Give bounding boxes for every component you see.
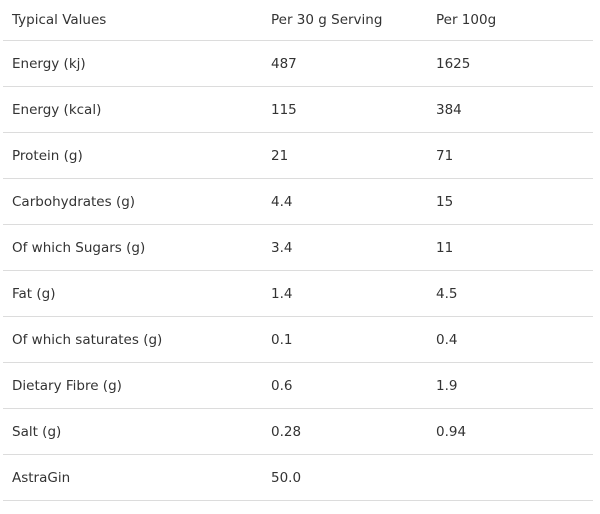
header-cell: Per 100g (427, 0, 593, 41)
header-cell: Typical Values (3, 0, 262, 41)
cell: Fat (g) (3, 270, 262, 317)
table-row: AstraGin 50.0 (3, 454, 593, 501)
cell: 0.4 (427, 316, 593, 363)
cell: 50.0 (262, 454, 427, 501)
nutrition-table: Typical Values Per 30 g Serving Per 100g En… (3, 0, 593, 501)
cell: 71 (427, 132, 593, 179)
table-row: Carbohydrates (g) 4.4 15 (3, 178, 593, 225)
table-row: Of which saturates (g) 0.1 0.4 (3, 316, 593, 363)
table-body: Typical Values Per 30 g Serving Per 100g En… (3, 0, 593, 501)
cell: 15 (427, 178, 593, 225)
cell: Protein (g) (3, 132, 262, 179)
cell (427, 454, 593, 501)
table-row: Protein (g) 21 71 (3, 132, 593, 179)
cell: Of which saturates (g) (3, 316, 262, 363)
cell: 1.9 (427, 362, 593, 409)
table-row: Salt (g) 0.28 0.94 (3, 408, 593, 455)
table-row: Energy (kj) 487 1625 (3, 40, 593, 87)
header-row: Typical Values Per 30 g Serving Per 100g (3, 0, 593, 41)
cell: 0.94 (427, 408, 593, 455)
cell: 0.28 (262, 408, 427, 455)
table-row: Fat (g) 1.4 4.5 (3, 270, 593, 317)
cell: Dietary Fibre (g) (3, 362, 262, 409)
header-cell: Per 30 g Serving (262, 0, 427, 41)
cell: Energy (kcal) (3, 86, 262, 133)
cell: Carbohydrates (g) (3, 178, 262, 225)
cell: 3.4 (262, 224, 427, 271)
table-row: Of which Sugars (g) 3.4 11 (3, 224, 593, 271)
cell: 1625 (427, 40, 593, 87)
cell: 0.6 (262, 362, 427, 409)
table-row: Dietary Fibre (g) 0.6 1.9 (3, 362, 593, 409)
cell: Of which Sugars (g) (3, 224, 262, 271)
cell: 384 (427, 86, 593, 133)
table-row: Energy (kcal) 115 384 (3, 86, 593, 133)
cell: 4.5 (427, 270, 593, 317)
cell: 0.1 (262, 316, 427, 363)
cell: 21 (262, 132, 427, 179)
cell: AstraGin (3, 454, 262, 501)
cell: 4.4 (262, 178, 427, 225)
cell: Salt (g) (3, 408, 262, 455)
cell: 11 (427, 224, 593, 271)
cell: Energy (kj) (3, 40, 262, 87)
cell: 487 (262, 40, 427, 87)
cell: 1.4 (262, 270, 427, 317)
cell: 115 (262, 86, 427, 133)
